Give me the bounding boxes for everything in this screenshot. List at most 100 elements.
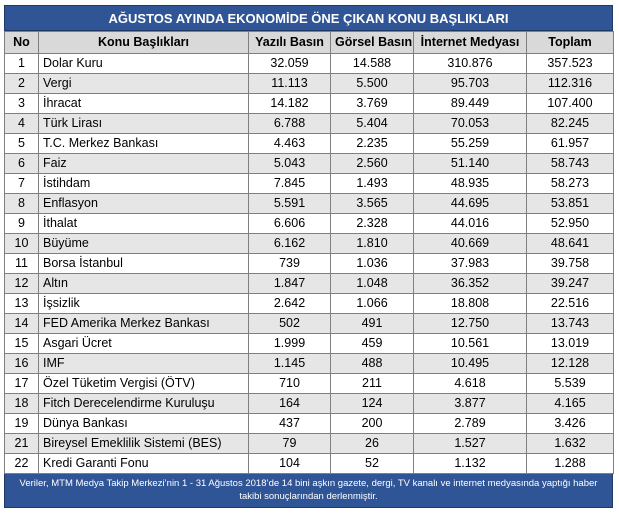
table-row: 19 Dünya Bankası 437 200 2.789 3.426 [4,413,614,434]
visual-media-count: 211 [330,373,414,394]
total-count: 12.128 [526,353,614,374]
row-number: 15 [4,333,39,354]
print-media-count: 32.059 [248,53,331,74]
table-row: 4 Türk Lirası 6.788 5.404 70.053 82.245 [4,113,614,134]
table-row: 5 T.C. Merkez Bankası 4.463 2.235 55.259 61.9… [4,133,614,154]
print-media-count: 5.591 [248,193,331,214]
row-number: 16 [4,353,39,374]
total-count: 1.288 [526,453,614,474]
visual-media-count: 1.493 [330,173,414,194]
print-media-count: 739 [248,253,331,274]
total-count: 52.950 [526,213,614,234]
total-count: 5.539 [526,373,614,394]
total-count: 58.743 [526,153,614,174]
visual-media-count: 488 [330,353,414,374]
row-number: 1 [4,53,39,74]
visual-media-count: 2.560 [330,153,414,174]
row-number: 9 [4,213,39,234]
visual-media-count: 3.769 [330,93,414,114]
internet-media-count: 40.669 [413,233,527,254]
internet-media-count: 70.053 [413,113,527,134]
topics-table: No Konu Başlıkları Yazılı Basın Görsel B… [4,31,614,474]
internet-media-count: 10.561 [413,333,527,354]
internet-media-count: 18.808 [413,293,527,314]
total-count: 13.019 [526,333,614,354]
table-row: 1 Dolar Kuru 32.059 14.588 310.876 357.523 [4,53,614,74]
visual-media-count: 1.036 [330,253,414,274]
internet-media-count: 12.750 [413,313,527,334]
total-count: 58.273 [526,173,614,194]
table-row: 3 İhracat 14.182 3.769 89.449 107.400 [4,93,614,114]
table-row: 10 Büyüme 6.162 1.810 40.669 48.641 [4,233,614,254]
topic-name: Büyüme [38,233,249,254]
topic-name: Asgari Ücret [38,333,249,354]
total-count: 357.523 [526,53,614,74]
print-media-count: 79 [248,433,331,454]
row-number: 7 [4,173,39,194]
table-footnote: Veriler, MTM Medya Takip Merkezi’nin 1 -… [4,474,613,508]
topic-name: T.C. Merkez Bankası [38,133,249,154]
print-media-count: 164 [248,393,331,414]
topic-name: Faiz [38,153,249,174]
print-media-count: 7.845 [248,173,331,194]
topic-name: FED Amerika Merkez Bankası [38,313,249,334]
row-number: 19 [4,413,39,434]
internet-media-count: 36.352 [413,273,527,294]
total-count: 13.743 [526,313,614,334]
table-row: 11 Borsa İstanbul 739 1.036 37.983 39.758 [4,253,614,274]
topic-name: İşsizlik [38,293,249,314]
visual-media-count: 5.404 [330,113,414,134]
internet-media-count: 310.876 [413,53,527,74]
table-row: 8 Enflasyon 5.591 3.565 44.695 53.851 [4,193,614,214]
print-media-count: 6.788 [248,113,331,134]
topic-name: Borsa İstanbul [38,253,249,274]
print-media-count: 437 [248,413,331,434]
table-row: 6 Faiz 5.043 2.560 51.140 58.743 [4,153,614,174]
topic-name: Kredi Garanti Fonu [38,453,249,474]
table-row: 9 İthalat 6.606 2.328 44.016 52.950 [4,213,614,234]
internet-media-count: 95.703 [413,73,527,94]
report-table-frame: AĞUSTOS AYINDA EKONOMİDE ÖNE ÇIKAN KONU … [4,5,614,508]
visual-media-count: 491 [330,313,414,334]
total-count: 3.426 [526,413,614,434]
row-number: 17 [4,373,39,394]
print-media-count: 1.999 [248,333,331,354]
internet-media-count: 1.527 [413,433,527,454]
total-count: 22.516 [526,293,614,314]
total-count: 112.316 [526,73,614,94]
row-number: 11 [4,253,39,274]
internet-media-count: 4.618 [413,373,527,394]
row-number: 13 [4,293,39,314]
print-media-count: 4.463 [248,133,331,154]
print-media-count: 1.145 [248,353,331,374]
table-row: 22 Kredi Garanti Fonu 104 52 1.132 1.288 [4,453,614,474]
print-media-count: 2.642 [248,293,331,314]
table-row: 12 Altın 1.847 1.048 36.352 39.247 [4,273,614,294]
topic-name: Dünya Bankası [38,413,249,434]
table-row: 18 Fitch Derecelendirme Kuruluşu 164 124 3.8… [4,393,614,414]
topic-name: İthalat [38,213,249,234]
total-count: 53.851 [526,193,614,214]
total-count: 48.641 [526,233,614,254]
table-row: 14 FED Amerika Merkez Bankası 502 491 12.750… [4,313,614,334]
column-header-print-media: Yazılı Basın [248,31,331,54]
print-media-count: 502 [248,313,331,334]
table-row: 15 Asgari Ücret 1.999 459 10.561 13.019 [4,333,614,354]
row-number: 12 [4,273,39,294]
topic-name: Türk Lirası [38,113,249,134]
visual-media-count: 3.565 [330,193,414,214]
topic-name: Vergi [38,73,249,94]
total-count: 82.245 [526,113,614,134]
row-number: 6 [4,153,39,174]
print-media-count: 6.162 [248,233,331,254]
row-number: 5 [4,133,39,154]
total-count: 61.957 [526,133,614,154]
total-count: 1.632 [526,433,614,454]
print-media-count: 710 [248,373,331,394]
visual-media-count: 1.810 [330,233,414,254]
visual-media-count: 26 [330,433,414,454]
table-row: 7 İstihdam 7.845 1.493 48.935 58.273 [4,173,614,194]
visual-media-count: 200 [330,413,414,434]
table-body: 1 Dolar Kuru 32.059 14.588 310.876 357.523 2 Ve… [4,53,614,474]
topic-name: İstihdam [38,173,249,194]
